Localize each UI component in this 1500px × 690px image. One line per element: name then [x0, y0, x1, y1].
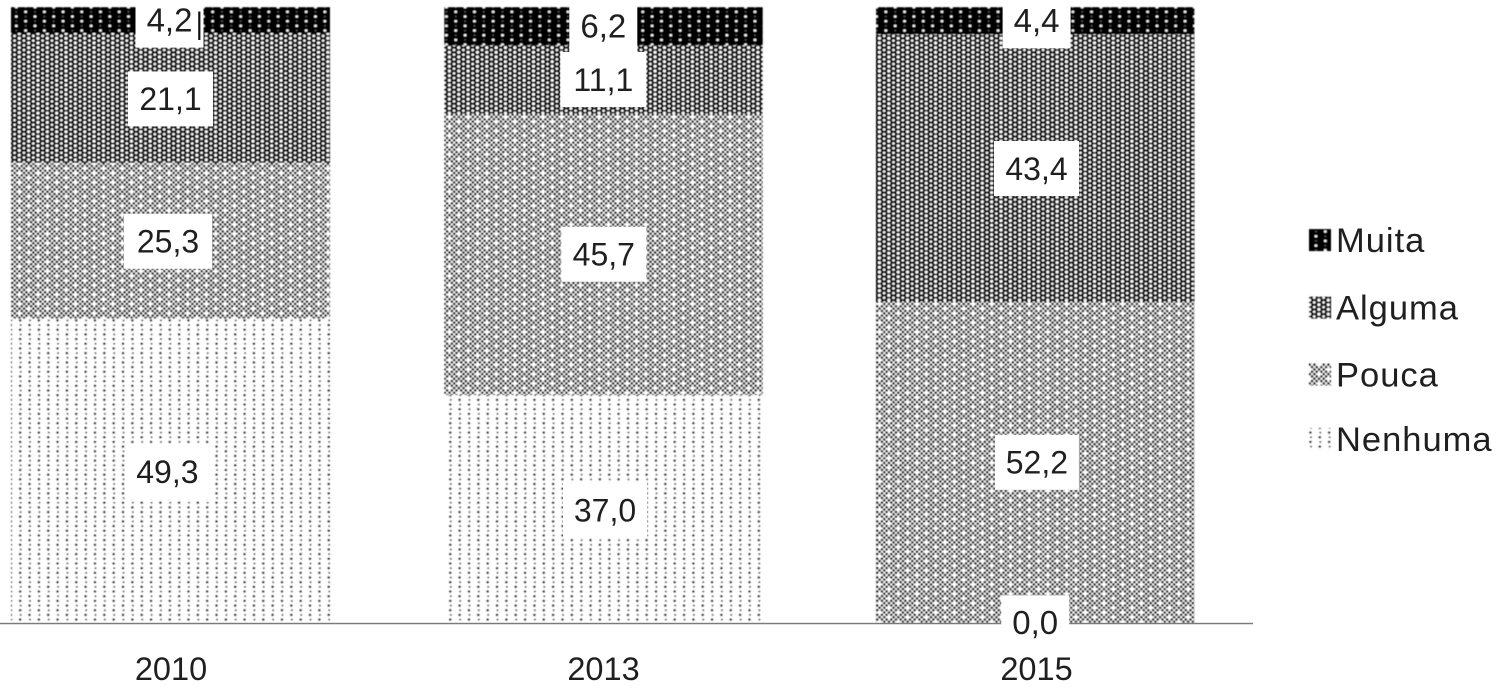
- svg-text:0,0: 0,0: [1012, 604, 1058, 641]
- svg-text:Nenhuma: Nenhuma: [1336, 421, 1493, 459]
- svg-text:Muita: Muita: [1336, 222, 1425, 260]
- svg-text:25,3: 25,3: [137, 224, 199, 260]
- svg-text:4,4: 4,4: [1014, 2, 1060, 39]
- svg-text:37,0: 37,0: [574, 492, 636, 528]
- svg-text:21,1: 21,1: [139, 81, 201, 117]
- svg-text:2010: 2010: [135, 651, 207, 687]
- svg-text:Pouca: Pouca: [1336, 357, 1439, 395]
- svg-text:43,4: 43,4: [1005, 151, 1067, 187]
- svg-text:52,2: 52,2: [1006, 445, 1068, 481]
- svg-text:2015: 2015: [1000, 651, 1072, 687]
- svg-text:4,2: 4,2: [147, 2, 193, 39]
- svg-text:Alguma: Alguma: [1336, 290, 1459, 328]
- svg-text:49,3: 49,3: [136, 454, 198, 490]
- svg-text:2013: 2013: [567, 651, 639, 687]
- svg-text:6,2: 6,2: [580, 8, 626, 45]
- svg-text:11,1: 11,1: [573, 62, 633, 98]
- svg-text:45,7: 45,7: [573, 237, 635, 273]
